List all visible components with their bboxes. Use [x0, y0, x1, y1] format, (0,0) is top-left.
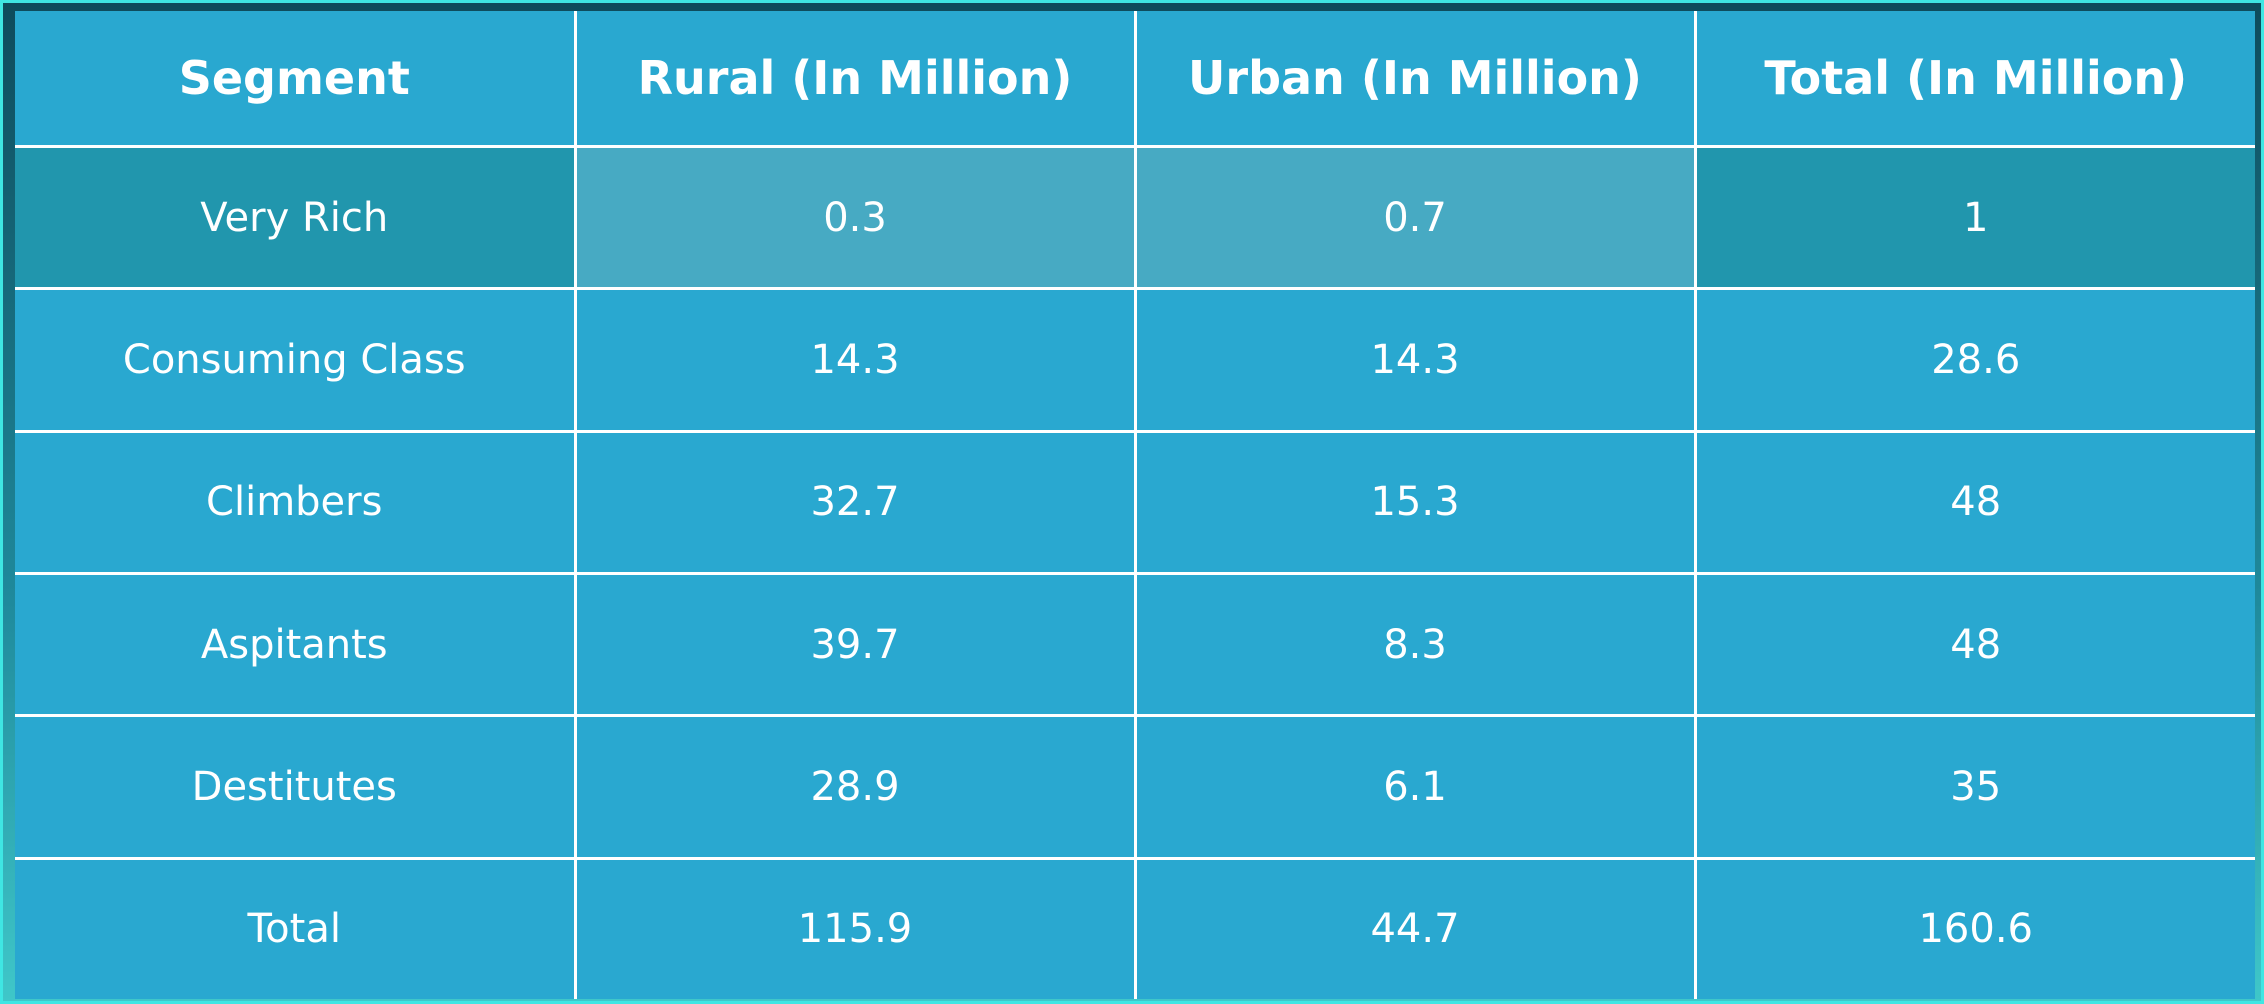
- cell-rural: 115.9: [573, 856, 1137, 999]
- cell-total: 35: [1693, 714, 2255, 860]
- cell-segment: Very Rich: [15, 144, 577, 291]
- cell-urban: 6.1: [1133, 714, 1697, 860]
- cell-rural: 28.9: [573, 714, 1137, 860]
- table-row-aspitants: Aspitants 39.7 8.3 48: [15, 571, 2255, 718]
- table-row-destitutes: Destitutes 28.9 6.1 35: [15, 714, 2255, 860]
- cell-urban: 0.7: [1133, 144, 1697, 291]
- cell-total: 48: [1693, 571, 2255, 718]
- table-container: Segment Rural (In Million) Urban (In Mil…: [15, 11, 2255, 999]
- cell-urban: 14.3: [1133, 287, 1697, 433]
- cell-segment: Consuming Class: [15, 287, 577, 433]
- cell-segment: Total: [15, 856, 577, 999]
- header-segment: Segment: [15, 11, 577, 148]
- header-row: Segment Rural (In Million) Urban (In Mil…: [15, 11, 2255, 148]
- segment-table: Segment Rural (In Million) Urban (In Mil…: [15, 11, 2255, 999]
- table-row-total: Total 115.9 44.7 160.6: [15, 856, 2255, 999]
- cell-urban: 8.3: [1133, 571, 1697, 718]
- cell-urban: 44.7: [1133, 856, 1697, 999]
- cell-total: 1: [1693, 144, 2255, 291]
- table-row-consuming-class: Consuming Class 14.3 14.3 28.6: [15, 287, 2255, 433]
- cell-rural: 0.3: [573, 144, 1137, 291]
- cell-total: 28.6: [1693, 287, 2255, 433]
- cell-rural: 32.7: [573, 429, 1137, 575]
- cell-total: 48: [1693, 429, 2255, 575]
- cell-segment: Destitutes: [15, 714, 577, 860]
- table-row-very-rich: Very Rich 0.3 0.7 1: [15, 144, 2255, 291]
- header-rural: Rural (In Million): [573, 11, 1137, 148]
- cell-segment: Climbers: [15, 429, 577, 575]
- cell-total: 160.6: [1693, 856, 2255, 999]
- table-row-climbers: Climbers 32.7 15.3 48: [15, 429, 2255, 575]
- cell-rural: 39.7: [573, 571, 1137, 718]
- cell-rural: 14.3: [573, 287, 1137, 433]
- header-urban: Urban (In Million): [1133, 11, 1697, 148]
- cell-segment: Aspitants: [15, 571, 577, 718]
- cell-urban: 15.3: [1133, 429, 1697, 575]
- header-total: Total (In Million): [1693, 11, 2255, 148]
